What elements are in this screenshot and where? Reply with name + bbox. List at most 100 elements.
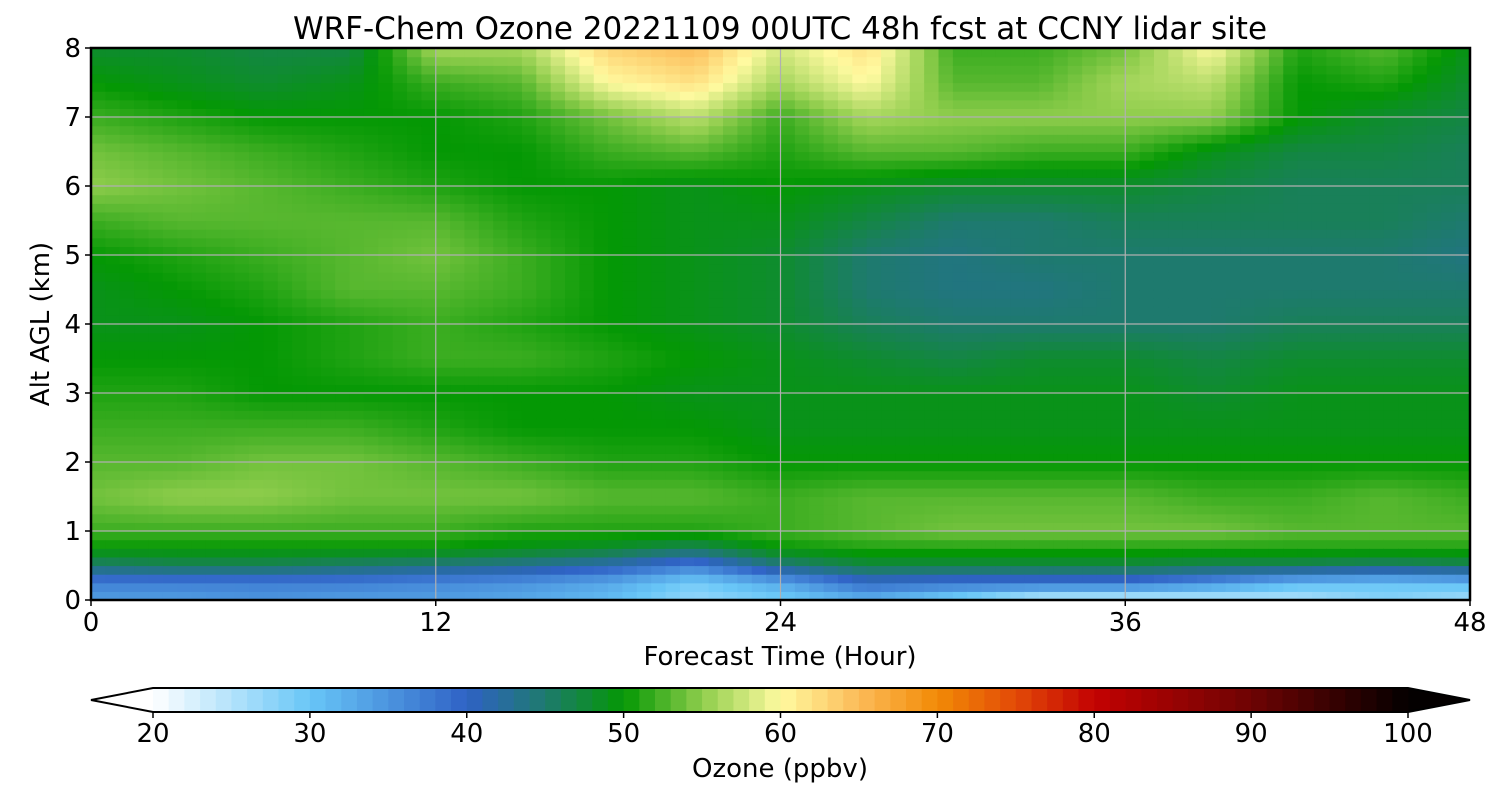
heatmap-cell bbox=[234, 522, 250, 532]
heatmap-cell bbox=[363, 444, 379, 454]
heatmap-cell bbox=[249, 117, 264, 127]
heatmap-cell bbox=[435, 531, 451, 541]
heatmap-cell bbox=[780, 427, 796, 437]
heatmap-cell bbox=[435, 117, 451, 127]
heatmap-cell bbox=[1053, 548, 1069, 558]
heatmap-cell bbox=[493, 418, 509, 429]
heatmap-cell bbox=[292, 487, 308, 498]
heatmap-cell bbox=[521, 177, 537, 187]
heatmap-cell bbox=[493, 289, 509, 299]
heatmap-cell bbox=[435, 73, 451, 84]
heatmap-cell bbox=[622, 427, 638, 437]
heatmap-cell bbox=[335, 556, 351, 567]
heatmap-cell bbox=[292, 565, 308, 575]
heatmap-cell bbox=[306, 444, 322, 454]
heatmap-cell bbox=[981, 117, 997, 127]
heatmap-cell bbox=[679, 237, 695, 247]
heatmap-cell bbox=[1096, 142, 1112, 153]
heatmap-cell bbox=[191, 410, 207, 420]
heatmap-cell bbox=[651, 332, 667, 342]
heatmap-cell bbox=[780, 401, 796, 411]
heatmap-cell bbox=[363, 436, 379, 446]
heatmap-cell bbox=[952, 358, 968, 368]
heatmap-cell bbox=[565, 91, 580, 101]
heatmap-cell bbox=[924, 56, 940, 66]
heatmap-cell bbox=[148, 505, 164, 515]
heatmap-cell bbox=[392, 117, 408, 127]
heatmap-cell bbox=[148, 418, 164, 429]
heatmap-cell bbox=[277, 99, 293, 109]
heatmap-cell bbox=[1024, 186, 1040, 196]
heatmap-cell bbox=[493, 306, 509, 316]
heatmap-cell bbox=[493, 56, 509, 66]
heatmap-cell bbox=[263, 203, 279, 213]
heatmap-cell bbox=[363, 513, 379, 523]
heatmap-cell bbox=[263, 315, 279, 325]
heatmap-cell bbox=[1182, 565, 1198, 575]
heatmap-cell bbox=[1024, 160, 1040, 170]
heatmap-cell bbox=[1139, 306, 1155, 316]
heatmap-cell bbox=[536, 548, 552, 558]
heatmap-cell bbox=[881, 496, 897, 506]
heatmap-cell bbox=[435, 384, 451, 394]
heatmap-cell bbox=[450, 315, 466, 325]
heatmap-cell bbox=[823, 125, 839, 135]
heatmap-cell bbox=[407, 246, 422, 256]
heatmap-cell bbox=[249, 134, 264, 144]
heatmap-cell bbox=[881, 211, 897, 222]
heatmap-cell bbox=[723, 151, 738, 161]
heatmap-cell bbox=[1153, 496, 1169, 506]
heatmap-cell bbox=[708, 479, 724, 489]
heatmap-cell bbox=[536, 427, 552, 437]
heatmap-cell bbox=[407, 470, 422, 480]
heatmap-cell bbox=[464, 117, 480, 127]
heatmap-cell bbox=[162, 496, 178, 506]
heatmap-cell bbox=[464, 168, 480, 178]
heatmap-cell bbox=[593, 565, 609, 575]
heatmap-cell bbox=[292, 427, 308, 437]
heatmap-cell bbox=[1053, 539, 1069, 549]
heatmap-cell bbox=[134, 332, 150, 342]
heatmap-cell bbox=[593, 125, 609, 135]
heatmap-cell bbox=[679, 134, 695, 144]
heatmap-cell bbox=[823, 134, 839, 144]
heatmap-cell bbox=[507, 142, 523, 153]
heatmap-cell bbox=[809, 65, 825, 75]
heatmap-cell bbox=[708, 73, 724, 84]
heatmap-cell bbox=[134, 211, 150, 222]
heatmap-cell bbox=[679, 125, 695, 135]
heatmap-cell bbox=[708, 186, 724, 196]
heatmap-cell bbox=[507, 263, 523, 273]
heatmap-cell bbox=[435, 496, 451, 506]
heatmap-cell bbox=[1139, 142, 1155, 153]
heatmap-cell bbox=[579, 56, 595, 66]
heatmap-cell bbox=[924, 522, 940, 532]
heatmap-cell bbox=[1067, 384, 1083, 394]
heatmap-cell bbox=[349, 125, 365, 135]
heatmap-cell bbox=[679, 548, 695, 558]
heatmap-cell bbox=[205, 134, 221, 144]
heatmap-cell bbox=[392, 505, 408, 515]
heatmap-cell bbox=[105, 384, 121, 394]
heatmap-cell bbox=[1010, 108, 1026, 118]
heatmap-cell bbox=[349, 522, 365, 532]
heatmap-cell bbox=[708, 470, 724, 480]
heatmap-cell bbox=[622, 418, 638, 429]
heatmap-cell bbox=[952, 246, 968, 256]
heatmap-cell bbox=[823, 237, 839, 247]
heatmap-cell bbox=[1139, 418, 1155, 429]
heatmap-cell bbox=[1024, 453, 1040, 463]
heatmap-cell bbox=[895, 246, 911, 256]
heatmap-cell bbox=[335, 418, 351, 429]
heatmap-cell bbox=[866, 444, 882, 454]
heatmap-cell bbox=[823, 177, 839, 187]
heatmap-cell bbox=[909, 375, 925, 385]
heatmap-cell bbox=[665, 410, 681, 420]
heatmap-cell bbox=[895, 151, 911, 161]
heatmap-cell bbox=[1067, 160, 1083, 170]
heatmap-cell bbox=[823, 479, 839, 489]
heatmap-cell bbox=[1096, 582, 1112, 592]
heatmap-cell bbox=[665, 531, 681, 541]
heatmap-cell bbox=[1010, 255, 1026, 265]
heatmap-cell bbox=[91, 565, 106, 575]
